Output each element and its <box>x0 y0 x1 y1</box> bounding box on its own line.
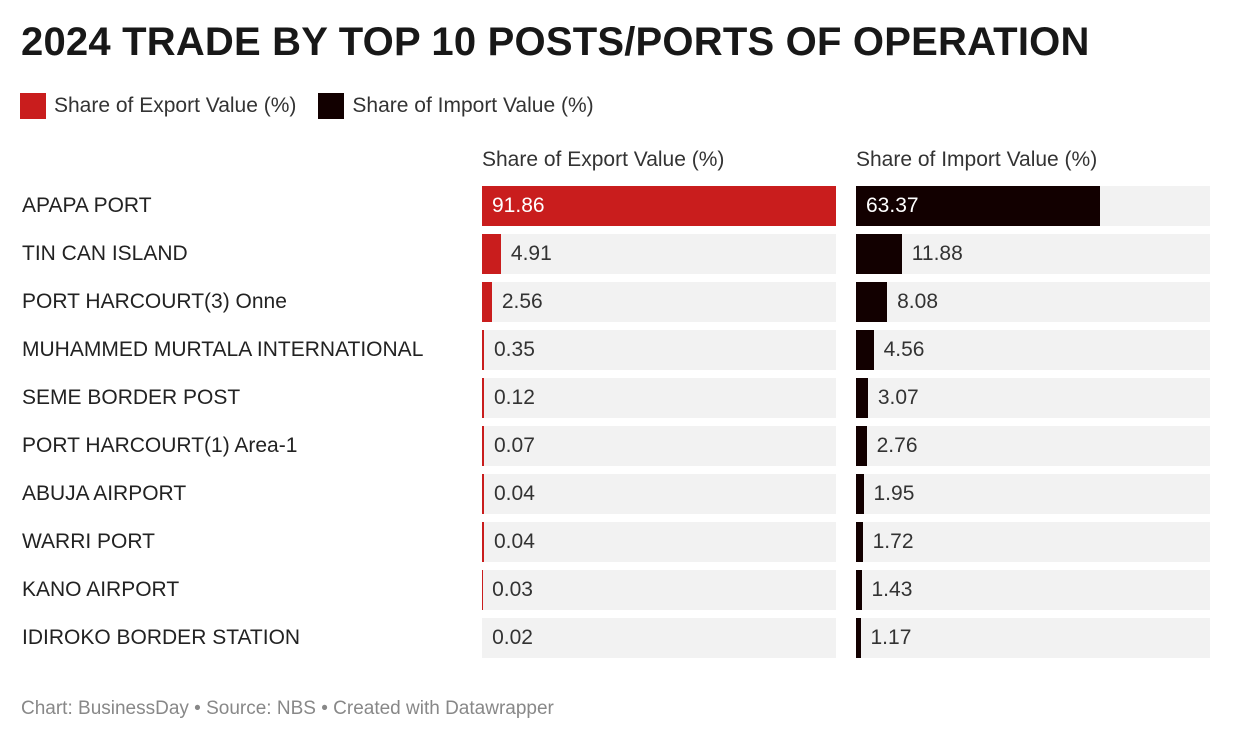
import-bar-track: 8.08 <box>856 282 1210 322</box>
table-row: PORT HARCOURT(3) Onne 2.56 8.08 <box>0 282 1240 322</box>
export-bar-track: 0.04 <box>482 522 836 562</box>
export-bar <box>482 234 501 274</box>
import-bar <box>856 282 888 322</box>
export-bar-track: 0.35 <box>482 330 836 370</box>
table-row: WARRI PORT 0.04 1.72 <box>0 522 1240 562</box>
export-value-label: 0.12 <box>494 386 535 409</box>
import-value-label: 4.56 <box>883 338 925 361</box>
row-label: ABUJA AIRPORT <box>22 482 187 505</box>
table-row: SEME BORDER POST 0.12 3.07 <box>0 378 1240 418</box>
import-value-label: 1.43 <box>871 578 913 601</box>
export-bar-track: 0.02 <box>482 618 836 658</box>
import-bar <box>856 186 1101 226</box>
import-value-label: 3.07 <box>877 386 919 409</box>
row-label: IDIROKO BORDER STATION <box>22 626 301 649</box>
export-bar <box>482 378 484 418</box>
import-bar <box>856 474 864 514</box>
import-value-label: 1.72 <box>872 530 914 553</box>
import-value-label: 11.88 <box>911 242 963 265</box>
import-bar-track: 2.76 <box>856 426 1210 466</box>
import-bar-track: 1.72 <box>856 522 1210 562</box>
import-bar-track: 1.43 <box>856 570 1210 610</box>
export-bar <box>482 426 484 466</box>
export-value-label: 2.56 <box>501 290 543 313</box>
table-row: IDIROKO BORDER STATION 0.02 1.17 <box>0 618 1240 658</box>
import-bar <box>856 522 863 562</box>
row-label: MUHAMMED MURTALA INTERNATIONAL <box>22 338 424 361</box>
import-bar-track: 1.17 <box>856 618 1210 658</box>
import-value-label: 63.37 <box>866 194 919 217</box>
export-bar-track: 4.91 <box>482 234 836 274</box>
export-bar-track: 91.86 <box>482 186 836 226</box>
table-row: TIN CAN ISLAND 4.91 11.88 <box>0 234 1240 274</box>
legend-label-import: Share of Import Value (%) <box>352 94 594 117</box>
row-label: TIN CAN ISLAND <box>22 242 188 265</box>
export-value-label: 0.04 <box>494 482 535 505</box>
chart-title: 2024 TRADE BY TOP 10 POSTS/PORTS OF OPER… <box>21 20 1090 64</box>
import-value-label: 1.95 <box>873 482 915 505</box>
export-bar <box>482 474 484 514</box>
import-value-label: 2.76 <box>876 434 918 457</box>
import-bar-track: 63.37 <box>856 186 1210 226</box>
footer-credits: Chart: BusinessDay • Source: NBS • Creat… <box>21 698 554 719</box>
legend-swatch-import <box>318 93 345 119</box>
import-bar <box>856 618 861 658</box>
legend-item-import: Share of Import Value (%) <box>318 93 594 119</box>
export-bar <box>482 186 836 226</box>
export-value-label: 0.07 <box>494 434 535 457</box>
import-bar <box>856 330 874 370</box>
export-bar <box>482 330 484 370</box>
row-label: PORT HARCOURT(3) Onne <box>22 290 287 313</box>
legend-label-export: Share of Export Value (%) <box>54 94 297 117</box>
import-bar <box>856 426 867 466</box>
table-row: APAPA PORT 91.86 63.37 <box>0 186 1240 226</box>
import-bar-track: 4.56 <box>856 330 1210 370</box>
column-header-export: Share of Export Value (%) <box>482 148 725 171</box>
table-row: MUHAMMED MURTALA INTERNATIONAL 0.35 4.56 <box>0 330 1240 370</box>
export-bar-track: 0.12 <box>482 378 836 418</box>
row-label: SEME BORDER POST <box>22 386 241 409</box>
row-label: WARRI PORT <box>22 530 156 553</box>
import-bar <box>856 570 862 610</box>
table-row: KANO AIRPORT 0.03 1.43 <box>0 570 1240 610</box>
export-value-label: 0.02 <box>492 626 533 649</box>
legend-swatch-export <box>20 93 46 119</box>
row-label: PORT HARCOURT(1) Area-1 <box>22 434 298 457</box>
export-value-label: 4.91 <box>510 242 552 265</box>
import-bar <box>856 234 902 274</box>
export-value-label: 0.04 <box>494 530 535 553</box>
export-bar-track: 2.56 <box>482 282 836 322</box>
column-header-import: Share of Import Value (%) <box>856 148 1098 171</box>
legend-item-export: Share of Export Value (%) <box>20 93 296 119</box>
export-bar-track: 0.04 <box>482 474 836 514</box>
import-bar-track: 11.88 <box>856 234 1210 274</box>
export-bar <box>482 282 492 322</box>
export-value-label: 0.03 <box>492 578 533 601</box>
import-value-label: 8.08 <box>897 290 938 313</box>
table-row: PORT HARCOURT(1) Area-1 0.07 2.76 <box>0 426 1240 466</box>
export-bar-track: 0.03 <box>482 570 836 610</box>
export-bar <box>482 522 484 562</box>
row-label: APAPA PORT <box>22 194 152 217</box>
export-bar-track: 0.07 <box>482 426 836 466</box>
row-label: KANO AIRPORT <box>22 578 180 601</box>
import-bar-track: 1.95 <box>856 474 1210 514</box>
import-bar <box>856 378 868 418</box>
import-bar-track: 3.07 <box>856 378 1210 418</box>
import-value-label: 1.17 <box>870 626 912 649</box>
legend: Share of Export Value (%) Share of Impor… <box>20 93 594 119</box>
export-value-label: 0.35 <box>494 338 535 361</box>
table-row: ABUJA AIRPORT 0.04 1.95 <box>0 474 1240 514</box>
export-value-label: 91.86 <box>492 194 545 217</box>
